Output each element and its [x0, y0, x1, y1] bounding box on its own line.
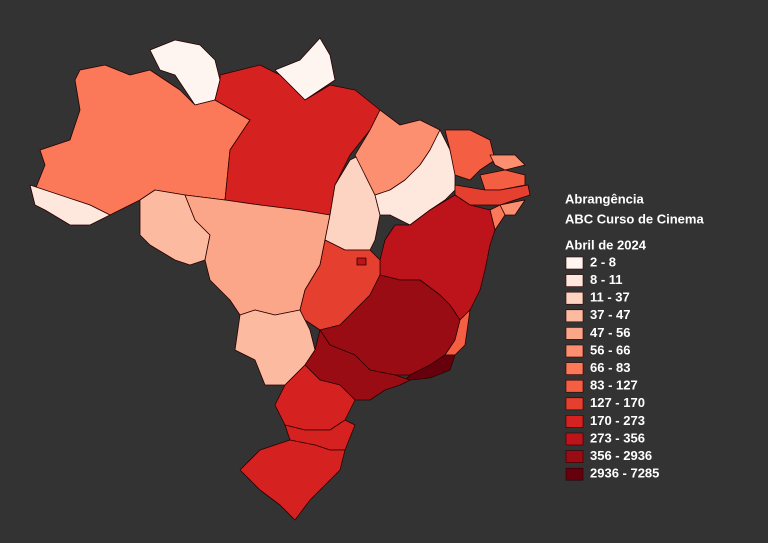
legend-swatch — [565, 274, 584, 287]
legend-swatch — [565, 256, 584, 270]
legend-swatch — [565, 291, 584, 305]
legend-swatch — [565, 397, 584, 411]
legend-label: 37 - 47 — [590, 307, 630, 322]
legend-period: Abril de 2024 — [565, 237, 647, 252]
state — [489, 154, 526, 171]
legend-label: 66 - 83 — [590, 360, 630, 375]
legend-subtitle: ABC Curso de Cinema — [565, 211, 704, 226]
state — [444, 129, 496, 181]
legend-label: 273 - 356 — [590, 430, 645, 445]
state — [239, 439, 346, 521]
states — [29, 37, 531, 521]
legend-swatch — [565, 327, 584, 340]
legend-swatch — [565, 379, 584, 393]
legend-swatch — [565, 362, 584, 375]
legend-swatch — [565, 432, 584, 446]
legend-swatch — [565, 344, 584, 358]
legend-title: Abrangência — [565, 191, 645, 206]
legend-swatch — [565, 309, 584, 323]
legend-label: 127 - 170 — [590, 395, 645, 410]
legend-swatch — [565, 450, 584, 463]
state — [356, 257, 367, 266]
legend-label: 47 - 56 — [590, 325, 630, 340]
legend-swatch — [565, 467, 584, 481]
legend-label: 170 - 273 — [590, 413, 645, 428]
legend-label: 56 - 66 — [590, 342, 630, 357]
legend-label: 8 - 11 — [590, 272, 623, 287]
legend-label: 11 - 37 — [590, 290, 630, 305]
legend-label: 356 - 2936 — [590, 448, 652, 463]
state — [29, 184, 111, 226]
legend-label: 2936 - 7285 — [590, 466, 659, 481]
legend-swatch — [565, 415, 584, 428]
legend: Abrangência ABC Curso de Cinema Abril de… — [565, 191, 704, 480]
state — [214, 64, 381, 216]
legend-label: 83 - 127 — [590, 378, 638, 393]
legend-label: 2 - 8 — [590, 254, 616, 269]
